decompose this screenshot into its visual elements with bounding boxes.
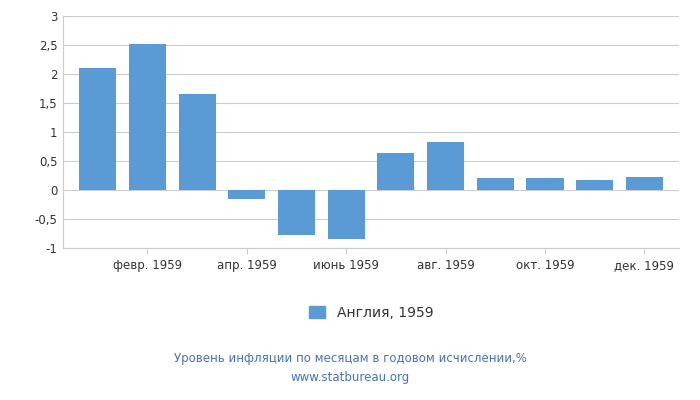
Bar: [626, 177, 663, 190]
Bar: [526, 178, 564, 190]
Bar: [377, 154, 414, 190]
Bar: [129, 44, 166, 190]
Bar: [477, 178, 514, 190]
Bar: [328, 190, 365, 239]
Bar: [178, 94, 216, 190]
Bar: [427, 142, 464, 190]
Bar: [79, 68, 116, 190]
Text: Уровень инфляции по месяцам в годовом исчислении,%
www.statbureau.org: Уровень инфляции по месяцам в годовом ис…: [174, 352, 526, 384]
Bar: [576, 180, 613, 190]
Bar: [228, 190, 265, 199]
Legend: Англия, 1959: Англия, 1959: [309, 306, 433, 320]
Bar: [278, 190, 315, 235]
